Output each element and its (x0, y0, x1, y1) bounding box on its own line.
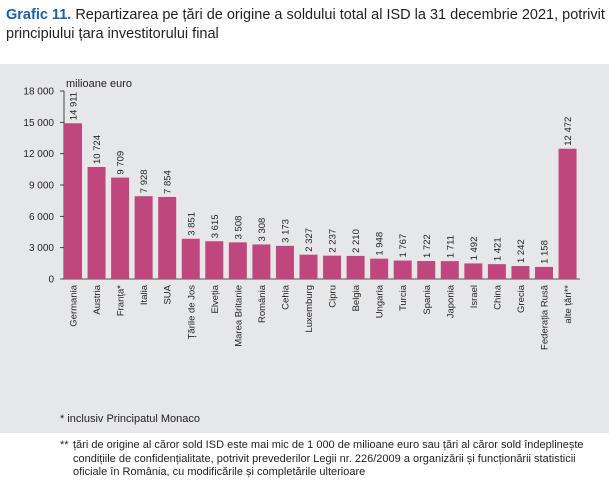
bar (134, 196, 153, 279)
bar (299, 254, 318, 279)
footnote-other-countries: ** țări de origine al căror sold ISD est… (60, 439, 600, 480)
data-label: 1 421 (492, 237, 503, 261)
bar (228, 242, 247, 279)
chart-panel: milioane euro 0 3 000 6 000 9 000 12 000 15 00… (0, 64, 609, 478)
data-label: 1 158 (540, 240, 551, 264)
category-label: Austria (92, 284, 103, 314)
footnote-marker: ** (60, 439, 69, 451)
data-label: 3 308 (257, 218, 268, 242)
bar (252, 244, 271, 279)
bar (370, 258, 389, 279)
y-tick-label: 15 000 (23, 118, 54, 129)
category-label: Belgia (351, 284, 362, 311)
category-label: Ungaria (375, 284, 386, 318)
category-label: Germania (69, 284, 80, 326)
category-label: Elveția (210, 284, 221, 313)
category-label: Franța* (116, 285, 127, 316)
category-label: Cipru (328, 285, 339, 308)
category-label: Spania (422, 284, 433, 314)
chart-title-text: Repartizarea pe țări de origine a soldul… (6, 7, 605, 42)
footnote-monaco: * inclusiv Principatul Monaco (60, 413, 201, 425)
y-axis-unit-label: milioane euro (66, 78, 132, 90)
data-label: 3 508 (233, 216, 244, 240)
bar (558, 148, 577, 279)
data-label: 7 928 (139, 169, 150, 193)
footnote-text: țări de origine al căror sold ISD este m… (73, 439, 584, 478)
data-label: 1 242 (516, 239, 527, 263)
category-label: Turcia (398, 284, 409, 311)
data-label: 1 492 (469, 237, 480, 261)
data-label: 2 237 (328, 229, 339, 253)
data-label: 14 911 (69, 92, 80, 120)
data-label: 3 173 (280, 219, 291, 243)
bar (487, 264, 506, 279)
category-label: Japonia (445, 284, 456, 318)
category-label: Italia (139, 284, 150, 305)
y-tick-label: 9 000 (29, 181, 54, 192)
data-label: 3 615 (210, 214, 221, 238)
category-label: Luxemburg (304, 285, 315, 333)
category-label: Grecia (516, 284, 527, 313)
bar-chart: milioane euro 0 3 000 6 000 9 000 12 000 15 00… (23, 78, 580, 350)
data-label: 7 854 (163, 170, 174, 194)
bar (64, 123, 82, 279)
y-tick-label: 0 (48, 275, 54, 286)
bar (323, 255, 342, 279)
category-label: SUA (163, 284, 174, 304)
category-label: Marea Britanie (233, 285, 244, 347)
data-label: 1 711 (445, 235, 456, 258)
category-label: Țările de Jos (186, 285, 197, 340)
bar (275, 245, 294, 279)
category-label: China (492, 284, 503, 310)
y-tick-label: 18 000 (23, 87, 54, 98)
y-tick-label: 12 000 (23, 149, 54, 160)
data-label: 1 767 (398, 234, 409, 258)
bar (158, 196, 177, 279)
bar (440, 261, 459, 279)
data-label: 9 709 (116, 151, 127, 175)
category-label: Federația Rusă (540, 284, 551, 350)
data-label: 2 327 (304, 228, 315, 252)
data-label: 1 948 (375, 232, 386, 256)
bar (511, 266, 530, 279)
bar (111, 177, 130, 279)
data-label: 10 724 (92, 135, 103, 164)
data-label: 3 851 (186, 212, 197, 236)
bar (417, 261, 436, 279)
data-label: 12 472 (563, 117, 574, 146)
bar (535, 266, 553, 279)
data-label: 1 722 (422, 234, 433, 258)
bar (346, 255, 365, 279)
chart-title-label: Grafic 11. (6, 7, 72, 23)
category-label: Israel (469, 285, 480, 308)
bar (205, 241, 224, 279)
y-tick-label: 6 000 (29, 212, 54, 223)
bar (393, 260, 412, 279)
category-label: Cehia (280, 284, 291, 310)
category-label: România (257, 284, 268, 323)
bar (87, 166, 106, 279)
y-tick-label: 3 000 (29, 243, 54, 254)
chart-title: Grafic 11. Repartizarea pe țări de origi… (6, 6, 606, 44)
data-label: 2 210 (351, 229, 362, 253)
category-label: alte țări** (563, 285, 574, 324)
bar (181, 238, 200, 279)
bar (464, 263, 483, 279)
